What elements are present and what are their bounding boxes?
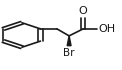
Text: OH: OH	[98, 24, 116, 34]
Polygon shape	[67, 36, 71, 46]
Text: O: O	[79, 6, 87, 16]
Text: Br: Br	[63, 49, 75, 58]
